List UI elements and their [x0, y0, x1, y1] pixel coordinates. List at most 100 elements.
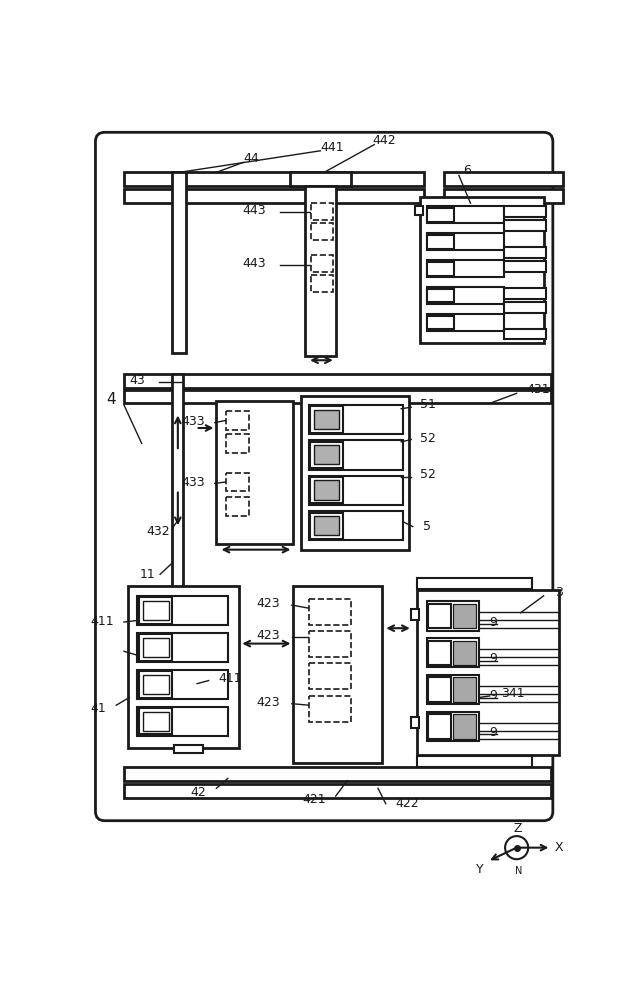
Text: 443: 443 — [243, 257, 266, 270]
Bar — [128, 586, 239, 748]
Text: 433: 433 — [181, 415, 205, 428]
Bar — [427, 712, 479, 741]
Text: 423: 423 — [257, 597, 280, 610]
Text: 411: 411 — [219, 672, 243, 685]
Bar — [428, 641, 451, 665]
Bar — [310, 406, 342, 433]
Bar — [308, 476, 403, 505]
Bar — [227, 473, 250, 491]
Text: 44: 44 — [243, 152, 259, 165]
Bar — [417, 578, 532, 589]
Text: 9: 9 — [490, 689, 497, 702]
Bar — [427, 208, 454, 222]
Bar — [124, 784, 551, 798]
Bar — [427, 289, 454, 302]
Text: 423: 423 — [257, 696, 280, 709]
Text: 9: 9 — [490, 726, 497, 739]
Bar — [172, 172, 186, 353]
Bar — [452, 604, 476, 628]
Text: 11: 11 — [139, 568, 155, 581]
Bar — [227, 411, 250, 430]
Bar — [504, 302, 546, 312]
Bar — [305, 186, 336, 356]
Bar — [314, 516, 339, 535]
Bar — [444, 189, 563, 203]
Bar — [427, 287, 504, 304]
Text: 432: 432 — [147, 525, 170, 538]
Bar — [227, 434, 250, 453]
Bar — [124, 172, 424, 186]
Bar — [314, 445, 339, 464]
Bar — [311, 255, 333, 272]
Bar — [124, 767, 551, 781]
Text: 421: 421 — [303, 793, 326, 806]
Text: 442: 442 — [372, 134, 396, 147]
Bar — [139, 597, 172, 624]
Bar — [415, 206, 422, 215]
Bar — [452, 714, 476, 739]
Text: 6: 6 — [463, 164, 470, 177]
Bar — [139, 708, 172, 734]
Bar — [427, 262, 454, 276]
Text: 431: 431 — [527, 383, 550, 396]
Bar — [428, 604, 451, 628]
Bar — [504, 206, 546, 217]
Text: 422: 422 — [396, 797, 419, 810]
Text: N: N — [515, 866, 522, 876]
Text: 9: 9 — [490, 652, 497, 666]
Bar — [143, 675, 168, 694]
Text: 41: 41 — [90, 702, 106, 715]
Bar — [143, 712, 168, 731]
Bar — [137, 707, 228, 736]
Bar — [504, 220, 546, 231]
Text: 43: 43 — [129, 374, 145, 387]
Bar — [311, 223, 333, 240]
Bar — [137, 633, 228, 662]
Bar — [308, 696, 351, 722]
Bar — [139, 671, 172, 698]
Bar — [143, 638, 168, 657]
Bar — [427, 260, 504, 277]
Text: 51: 51 — [420, 398, 436, 411]
Bar — [137, 670, 228, 699]
Bar — [124, 374, 551, 388]
Bar — [427, 206, 504, 223]
Bar — [427, 233, 504, 250]
Bar — [172, 374, 183, 620]
Bar — [311, 275, 333, 292]
Bar — [417, 756, 532, 767]
Bar — [504, 247, 546, 258]
Bar — [504, 288, 546, 299]
Bar — [504, 261, 546, 272]
Bar — [301, 396, 409, 550]
Bar — [143, 601, 168, 620]
Bar — [124, 189, 424, 203]
Bar — [124, 389, 551, 403]
Text: X: X — [555, 841, 563, 854]
Bar — [314, 410, 339, 429]
Bar — [452, 641, 476, 665]
Bar — [310, 442, 342, 468]
Text: 411: 411 — [90, 615, 114, 628]
Bar — [216, 401, 293, 544]
Text: 423: 423 — [257, 629, 280, 642]
Text: 4: 4 — [107, 392, 116, 407]
Text: 52: 52 — [420, 468, 436, 481]
Text: 441: 441 — [320, 141, 344, 154]
Bar — [444, 172, 563, 186]
Bar — [452, 604, 476, 628]
Text: 9: 9 — [490, 616, 497, 629]
Text: 42: 42 — [191, 786, 206, 799]
Bar — [428, 714, 451, 739]
Bar — [293, 586, 382, 763]
Bar — [308, 440, 403, 470]
Text: 5: 5 — [422, 520, 431, 533]
Bar — [139, 634, 172, 661]
Bar — [308, 631, 351, 657]
Bar — [427, 316, 454, 329]
Bar — [452, 641, 476, 665]
Text: 443: 443 — [243, 204, 266, 217]
Bar — [310, 477, 342, 503]
Bar — [427, 638, 479, 667]
Text: Z: Z — [514, 822, 522, 835]
